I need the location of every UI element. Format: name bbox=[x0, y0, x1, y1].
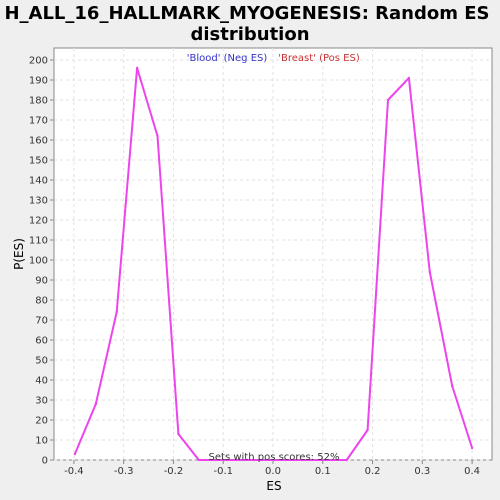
data-point bbox=[428, 270, 431, 274]
x-tick-label: 0.1 bbox=[315, 466, 331, 477]
y-tick-label: 180 bbox=[29, 96, 48, 107]
y-tick-label: 90 bbox=[35, 276, 48, 287]
series-layer bbox=[73, 66, 474, 462]
chart-title-line2: distribution bbox=[190, 24, 309, 45]
x-tick-label: -0.4 bbox=[64, 466, 84, 477]
data-point bbox=[366, 428, 369, 432]
legend-entry-breast: 'Breast' (Pos ES) bbox=[278, 53, 360, 64]
data-point bbox=[450, 384, 454, 388]
y-tick-label: 190 bbox=[29, 76, 48, 87]
chart-title-line1: H_ALL_16_HALLMARK_MYOGENESIS: Random ES bbox=[4, 3, 489, 24]
data-point bbox=[115, 310, 118, 314]
y-tick-label: 70 bbox=[35, 316, 48, 327]
y-tick-label: 160 bbox=[29, 136, 48, 147]
y-tick-label: 170 bbox=[29, 116, 48, 127]
y-tick-label: 200 bbox=[29, 56, 48, 67]
data-point bbox=[386, 98, 390, 102]
data-point bbox=[407, 76, 411, 80]
x-tick-label: -0.1 bbox=[213, 466, 233, 477]
data-point bbox=[156, 134, 159, 138]
y-tick-label: 80 bbox=[35, 296, 48, 307]
x-axis-label: ES bbox=[266, 479, 281, 493]
y-axis-label: P(ES) bbox=[12, 238, 26, 270]
x-tick-label: 0.0 bbox=[265, 466, 281, 477]
pos-scores-annotation: Sets with pos scores: 52% bbox=[209, 452, 340, 463]
y-tick-label: 110 bbox=[29, 236, 48, 247]
x-tick-label: 0.3 bbox=[414, 466, 430, 477]
x-tick-label: 0.2 bbox=[365, 466, 381, 477]
series-line bbox=[73, 67, 474, 461]
data-point bbox=[73, 452, 77, 456]
y-tick-label: 10 bbox=[35, 436, 48, 447]
y-tick-label: 40 bbox=[35, 376, 48, 387]
data-point bbox=[135, 66, 139, 70]
data-point bbox=[177, 432, 180, 436]
data-point bbox=[470, 446, 474, 450]
axis-layer: 0 10 20 30 40 50 60 70 80 90 100 110 120 130 140 150 160… bbox=[29, 56, 480, 478]
data-point bbox=[94, 402, 98, 406]
x-tick-label: 0.4 bbox=[464, 466, 480, 477]
x-tick-label: -0.3 bbox=[114, 466, 134, 477]
y-tick-label: 50 bbox=[35, 356, 48, 367]
data-point bbox=[345, 458, 348, 462]
y-tick-label: 100 bbox=[29, 256, 48, 267]
y-tick-label: 120 bbox=[29, 216, 48, 227]
y-tick-label: 30 bbox=[35, 396, 48, 407]
y-tick-label: 20 bbox=[35, 416, 48, 427]
x-tick-label: -0.2 bbox=[164, 466, 184, 477]
data-point bbox=[197, 458, 201, 462]
legend-entry-blood: 'Blood' (Neg ES) bbox=[187, 53, 268, 64]
y-tick-label: 150 bbox=[29, 156, 48, 167]
y-tick-label: 0 bbox=[42, 456, 48, 467]
y-tick-label: 60 bbox=[35, 336, 48, 347]
y-tick-label: 130 bbox=[29, 196, 48, 207]
y-tick-label: 140 bbox=[29, 176, 48, 187]
